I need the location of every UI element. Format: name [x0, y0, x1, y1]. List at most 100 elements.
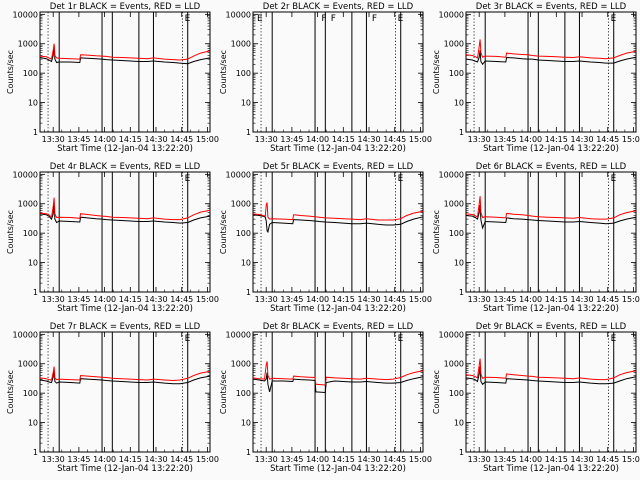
x-tick-label: 14:45: [596, 455, 619, 464]
y-tick-label: 10000: [13, 170, 38, 179]
x-tick-label: 14:30: [570, 135, 593, 144]
y-tick-label: 1000: [18, 40, 38, 49]
y-axis-title: Counts/sec: [432, 50, 441, 94]
x-tick-label: 14:00: [519, 455, 542, 464]
x-tick-label: 13:30: [255, 455, 278, 464]
x-tick-label: 13:45: [493, 295, 516, 304]
y-tick-label: 10000: [13, 330, 38, 339]
x-tick-label: 14:15: [332, 455, 355, 464]
y-axis-title: Counts/sec: [432, 370, 441, 414]
x-axis-title: Start Time (12-Jan-04 13:22:20): [57, 144, 193, 154]
plot-frame: [39, 11, 211, 133]
y-tick-label: 100: [23, 229, 38, 238]
y-tick-label: 100: [23, 69, 38, 78]
marker-letter: E: [185, 14, 191, 24]
x-tick-label: 14:15: [119, 135, 142, 144]
x-tick-label: 15:00: [622, 135, 640, 144]
plot-frame: [39, 331, 211, 453]
marker-letter: E: [185, 334, 191, 344]
y-tick-label: 10000: [226, 170, 251, 179]
x-tick-label: 14:00: [93, 295, 116, 304]
lld-series-line: [39, 366, 211, 382]
y-tick-label: 10: [454, 99, 464, 108]
y-tick-label: 10000: [226, 10, 251, 19]
x-tick-label: 14:45: [170, 135, 193, 144]
x-tick-label: 15:00: [196, 135, 219, 144]
panel-title: Det 4r BLACK = Events, RED = LLD: [50, 162, 201, 172]
x-tick-label: 15:00: [409, 295, 432, 304]
x-tick-label: 13:30: [42, 455, 65, 464]
y-tick-label: 100: [236, 229, 251, 238]
x-tick-label: 14:30: [357, 295, 380, 304]
marker-letter: E: [398, 14, 404, 24]
marker-letter: E: [398, 174, 404, 184]
y-tick-label: 1: [246, 128, 251, 137]
x-tick-label: 14:45: [596, 295, 619, 304]
x-tick-label: 14:45: [383, 455, 406, 464]
x-tick-label: 14:30: [144, 455, 167, 464]
y-tick-label: 10: [28, 259, 38, 268]
events-series-line: [465, 50, 637, 66]
x-tick-label: 14:00: [93, 135, 116, 144]
y-tick-label: 10: [454, 259, 464, 268]
events-series-line: [39, 45, 211, 65]
y-tick-label: 1: [459, 448, 464, 457]
y-tick-label: 100: [449, 389, 464, 398]
y-axis-title: Counts/sec: [219, 50, 228, 94]
x-tick-label: 13:30: [468, 295, 491, 304]
plot-frame: [465, 171, 637, 293]
lld-series-line: [465, 39, 637, 60]
y-tick-label: 1: [246, 448, 251, 457]
x-tick-label: 14:15: [332, 295, 355, 304]
x-tick-label: 14:00: [519, 295, 542, 304]
lld-series-line: [39, 43, 211, 61]
y-tick-label: 1000: [444, 40, 464, 49]
y-tick-label: 10000: [439, 170, 464, 179]
panel-title: Det 6r BLACK = Events, RED = LLD: [476, 162, 627, 172]
x-axis-title: Start Time (12-Jan-04 13:22:20): [270, 144, 406, 154]
lld-series-line: [252, 361, 424, 386]
x-tick-label: 13:45: [493, 455, 516, 464]
y-tick-label: 1000: [18, 360, 38, 369]
marker-letter: F: [372, 14, 377, 24]
x-tick-label: 14:00: [306, 455, 329, 464]
marker-letter: F: [331, 14, 336, 24]
y-tick-label: 1: [246, 288, 251, 297]
x-tick-label: 14:15: [545, 455, 568, 464]
x-tick-label: 13:45: [493, 135, 516, 144]
x-tick-label: 14:00: [519, 135, 542, 144]
x-tick-label: 15:00: [196, 295, 219, 304]
x-tick-label: 14:00: [306, 135, 329, 144]
y-axis-title: Counts/sec: [6, 210, 15, 254]
y-tick-label: 10: [28, 419, 38, 428]
x-tick-label: 13:30: [468, 135, 491, 144]
x-tick-label: 13:30: [468, 455, 491, 464]
marker-letter: F: [321, 14, 326, 24]
plot-frame: [465, 11, 637, 133]
y-tick-label: 100: [236, 69, 251, 78]
panel-title: Det 5r BLACK = Events, RED = LLD: [263, 162, 414, 172]
x-tick-label: 13:45: [280, 455, 303, 464]
y-axis-title: Counts/sec: [432, 210, 441, 254]
y-axis-title: Counts/sec: [219, 210, 228, 254]
marker-letter: E: [257, 14, 263, 24]
x-tick-label: 14:45: [596, 135, 619, 144]
plot-frame: [39, 171, 211, 293]
lld-series-line: [39, 197, 211, 221]
y-tick-label: 10: [241, 419, 251, 428]
panel-2: Det 2r BLACK = Events, RED = LLD 1 10 100 10…: [219, 2, 432, 154]
y-tick-label: 10: [454, 419, 464, 428]
events-series-line: [39, 205, 211, 224]
events-series-line: [252, 372, 424, 394]
y-axis-title: Counts/sec: [219, 370, 228, 414]
panel-title: Det 8r BLACK = Events, RED = LLD: [263, 322, 414, 332]
x-tick-label: 14:30: [570, 455, 593, 464]
lld-series-line: [465, 358, 637, 381]
marker-letter: E: [611, 334, 617, 344]
x-tick-label: 15:00: [409, 135, 432, 144]
panel-9: Det 9r BLACK = Events, RED = LLD 1 10 100 10…: [432, 322, 640, 474]
x-axis-title: Start Time (12-Jan-04 13:22:20): [483, 144, 619, 154]
y-tick-label: 1000: [444, 200, 464, 209]
y-tick-label: 1000: [18, 200, 38, 209]
